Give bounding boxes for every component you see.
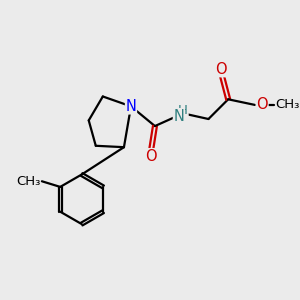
Text: CH₃: CH₃ bbox=[275, 98, 300, 111]
Text: O: O bbox=[215, 62, 227, 77]
Text: H: H bbox=[178, 104, 188, 117]
Text: O: O bbox=[256, 98, 268, 112]
Text: O: O bbox=[145, 149, 157, 164]
Text: CH₃: CH₃ bbox=[16, 175, 40, 188]
Text: N: N bbox=[173, 109, 184, 124]
Text: N: N bbox=[125, 99, 136, 114]
